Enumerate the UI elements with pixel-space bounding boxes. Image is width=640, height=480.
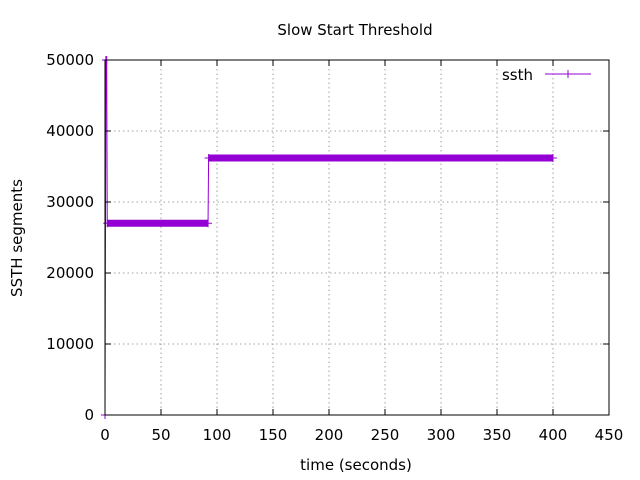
data-point [204, 153, 213, 162]
x-tick-label: 400 [539, 426, 568, 444]
x-tick-label: 350 [483, 426, 512, 444]
data-point [204, 219, 213, 228]
y-tick-label: 20000 [46, 264, 94, 282]
legend-label-ssth: ssth [502, 66, 533, 84]
y-axis-tick-labels: 0 10000 20000 30000 40000 50000 [46, 51, 94, 424]
x-tick-label: 450 [595, 426, 624, 444]
x-tick-label: 0 [100, 426, 110, 444]
y-tick-label: 10000 [46, 335, 94, 353]
axis-ticks [104, 59, 610, 416]
chart-title: Slow Start Threshold [277, 21, 432, 39]
grid [105, 60, 609, 415]
y-tick-label: 50000 [46, 51, 94, 69]
x-axis-tick-labels: 0 50 100 150 200 250 300 350 400 450 [100, 426, 623, 444]
y-tick-label: 30000 [46, 193, 94, 211]
y-tick-label: 0 [84, 406, 94, 424]
x-axis-title: time (seconds) [300, 456, 412, 474]
x-tick-label: 150 [259, 426, 288, 444]
x-tick-label: 50 [151, 426, 170, 444]
data-point [549, 153, 557, 162]
plot-frame [104, 59, 610, 416]
y-axis-title: SSTH segments [8, 179, 26, 297]
legend: ssth [502, 66, 591, 84]
x-tick-label: 100 [203, 426, 232, 444]
y-tick-label: 40000 [46, 122, 94, 140]
x-tick-label: 200 [315, 426, 344, 444]
x-tick-label: 250 [371, 426, 400, 444]
x-tick-label: 300 [427, 426, 456, 444]
